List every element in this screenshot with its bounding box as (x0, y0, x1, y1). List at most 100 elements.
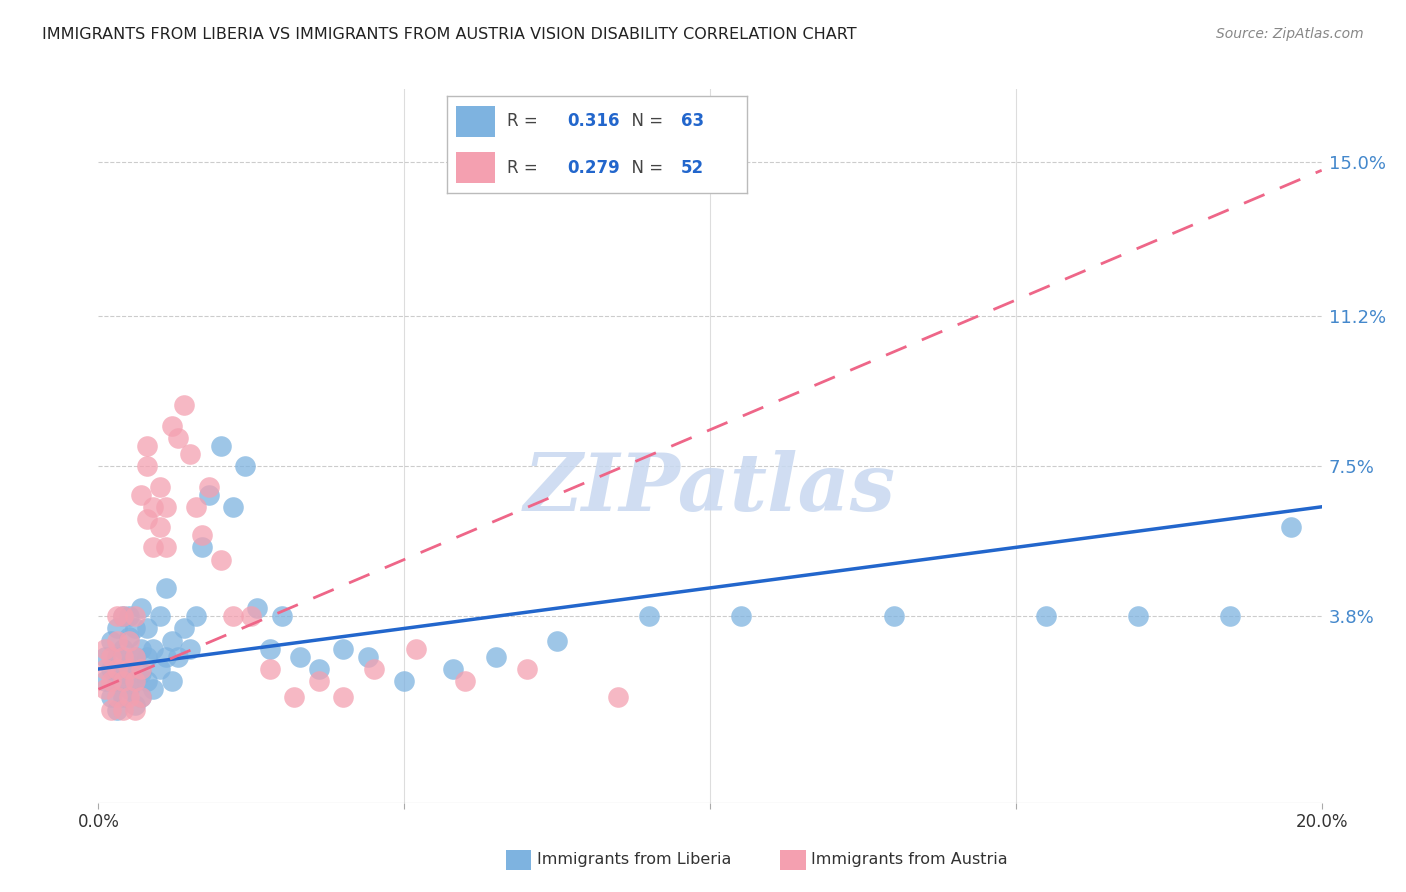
Point (222, 609, 245, 624)
Text: Immigrants from Liberia: Immigrants from Liberia (537, 853, 731, 867)
Text: ZIPatlas: ZIPatlas (524, 450, 896, 527)
Point (332, 690, 354, 705)
Point (136, 622, 159, 636)
Point (118, 690, 141, 705)
Point (124, 609, 146, 624)
Point (883, 609, 905, 624)
Point (124, 649, 146, 664)
Point (118, 630, 141, 644)
Point (179, 641, 201, 656)
Point (93, 641, 115, 656)
Point (129, 641, 152, 656)
Point (100, 662, 122, 676)
Point (155, 541, 177, 555)
Point (246, 601, 269, 615)
Point (155, 500, 177, 514)
Point (240, 609, 263, 624)
Point (100, 649, 122, 664)
Point (129, 601, 152, 615)
Point (105, 702, 128, 716)
Text: Immigrants from Austria: Immigrants from Austria (811, 853, 1008, 867)
Point (485, 649, 508, 664)
Point (105, 622, 128, 636)
Point (100, 674, 122, 689)
Point (111, 649, 134, 664)
Point (149, 662, 172, 676)
Point (118, 682, 141, 697)
Point (118, 609, 141, 624)
Point (405, 641, 427, 656)
Point (149, 479, 172, 493)
Point (129, 488, 152, 502)
Point (100, 690, 122, 705)
Point (93, 662, 115, 676)
Point (136, 649, 159, 664)
Point (160, 674, 183, 689)
Text: IMMIGRANTS FROM LIBERIA VS IMMIGRANTS FROM AUSTRIA VISION DISABILITY CORRELATION: IMMIGRANTS FROM LIBERIA VS IMMIGRANTS FR… (42, 27, 856, 42)
Point (179, 447, 201, 461)
Point (111, 690, 134, 705)
Point (1035, 609, 1057, 624)
Point (136, 459, 159, 474)
Point (160, 418, 183, 433)
Point (186, 500, 208, 514)
Point (454, 674, 477, 689)
Point (270, 609, 292, 624)
Point (363, 662, 385, 676)
Point (197, 479, 219, 493)
Point (118, 633, 141, 648)
Point (105, 690, 128, 705)
Point (129, 690, 152, 705)
Point (93, 649, 115, 664)
Point (142, 641, 165, 656)
Point (283, 690, 305, 705)
Point (124, 702, 146, 716)
Point (308, 674, 330, 689)
Point (160, 633, 183, 648)
Point (142, 500, 165, 514)
Point (105, 633, 128, 648)
Point (124, 622, 146, 636)
Point (233, 459, 256, 474)
Point (197, 488, 219, 502)
Point (516, 662, 538, 676)
Point (105, 674, 128, 689)
Point (1219, 609, 1241, 624)
Point (1128, 609, 1150, 624)
Point (173, 622, 195, 636)
Point (290, 649, 312, 664)
Point (308, 662, 330, 676)
Point (155, 581, 177, 595)
Point (136, 439, 159, 453)
Point (129, 666, 152, 681)
Text: Source: ZipAtlas.com: Source: ZipAtlas.com (1216, 27, 1364, 41)
Point (259, 662, 281, 676)
Point (142, 682, 165, 697)
Point (356, 649, 378, 664)
Point (637, 609, 661, 624)
Point (186, 609, 208, 624)
Point (118, 662, 141, 676)
Point (105, 662, 128, 676)
Point (111, 674, 134, 689)
Point (118, 657, 141, 672)
Point (191, 541, 214, 555)
Point (136, 512, 159, 526)
Point (93, 674, 115, 689)
Point (124, 649, 146, 664)
Point (173, 399, 195, 413)
Point (332, 641, 354, 656)
Point (105, 649, 128, 664)
Point (100, 702, 122, 716)
Point (209, 439, 232, 453)
Point (209, 552, 232, 566)
Point (149, 520, 172, 534)
Point (111, 666, 134, 681)
Point (129, 662, 152, 676)
Point (111, 641, 134, 656)
Point (136, 674, 159, 689)
Point (259, 641, 281, 656)
Point (124, 674, 146, 689)
Point (167, 431, 190, 445)
Point (1279, 520, 1302, 534)
